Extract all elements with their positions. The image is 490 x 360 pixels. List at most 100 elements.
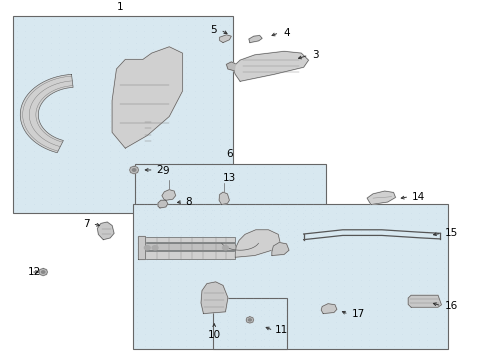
Point — [241, 295, 248, 301]
Point — [398, 210, 406, 216]
Point — [123, 124, 131, 130]
Point — [140, 88, 148, 94]
Point — [218, 176, 226, 182]
Point — [81, 184, 89, 189]
Point — [140, 40, 148, 46]
Point — [274, 313, 282, 319]
Point — [232, 307, 240, 312]
Point — [235, 232, 243, 238]
Point — [266, 319, 273, 325]
Point — [149, 313, 157, 319]
Point — [348, 204, 356, 210]
Point — [106, 76, 114, 82]
Point — [357, 337, 365, 343]
Point — [13, 184, 21, 189]
Point — [115, 136, 122, 141]
Point — [332, 258, 340, 264]
Point — [217, 88, 224, 94]
Point — [316, 319, 323, 325]
Point — [282, 277, 290, 283]
Point — [440, 247, 448, 252]
Point — [115, 154, 122, 159]
Point — [415, 331, 423, 337]
Point — [208, 136, 216, 141]
Point — [183, 112, 191, 118]
Point — [217, 160, 224, 166]
Point — [132, 76, 140, 82]
Point — [207, 289, 215, 294]
Point — [249, 319, 257, 325]
Point — [423, 295, 431, 301]
Point — [268, 238, 276, 244]
Point — [415, 229, 423, 234]
Point — [157, 46, 165, 52]
Point — [398, 313, 406, 319]
Point — [47, 58, 55, 64]
Point — [216, 265, 223, 270]
Point — [144, 238, 151, 244]
Point — [22, 166, 29, 171]
Point — [301, 226, 309, 231]
Point — [174, 118, 182, 123]
Point — [22, 46, 29, 52]
Point — [89, 190, 97, 195]
Point — [217, 112, 224, 118]
Point — [174, 240, 182, 246]
Point — [274, 289, 282, 294]
Point — [132, 184, 140, 189]
Point — [140, 94, 148, 100]
Point — [266, 247, 273, 252]
Point — [30, 166, 38, 171]
Point — [348, 271, 356, 276]
Point — [257, 229, 265, 234]
Point — [266, 210, 273, 216]
Point — [89, 124, 97, 130]
Point — [166, 202, 173, 207]
Point — [440, 277, 448, 283]
Point — [440, 234, 448, 240]
Point — [149, 222, 157, 228]
Point — [132, 28, 140, 34]
Point — [140, 195, 148, 201]
Point — [13, 70, 21, 76]
Point — [166, 343, 173, 349]
Point — [123, 177, 131, 183]
Point — [201, 170, 209, 176]
Point — [307, 343, 315, 349]
Point — [268, 164, 276, 170]
Point — [81, 142, 89, 148]
Point — [340, 271, 348, 276]
Point — [135, 226, 143, 231]
Text: 16: 16 — [444, 301, 458, 311]
Point — [332, 289, 340, 294]
Point — [191, 118, 199, 123]
Point — [232, 304, 240, 310]
Point — [324, 265, 332, 270]
Point — [149, 331, 157, 337]
Point — [185, 201, 193, 207]
Point — [432, 325, 440, 331]
Point — [64, 166, 72, 171]
Point — [301, 195, 309, 201]
Point — [182, 283, 190, 288]
Point — [135, 170, 143, 176]
Point — [243, 201, 251, 207]
Point — [106, 112, 114, 118]
Point — [183, 82, 191, 88]
Point — [249, 331, 257, 337]
Point — [310, 238, 318, 244]
Point — [47, 142, 55, 148]
Point — [98, 202, 105, 207]
Point — [115, 40, 122, 46]
Point — [232, 298, 240, 303]
Point — [243, 238, 251, 244]
Point — [423, 271, 431, 276]
Point — [13, 154, 21, 159]
Point — [193, 176, 201, 182]
Point — [193, 201, 201, 207]
Point — [166, 301, 173, 307]
Point — [226, 176, 234, 182]
Point — [123, 184, 131, 189]
Point — [232, 343, 240, 349]
Point — [13, 202, 21, 207]
